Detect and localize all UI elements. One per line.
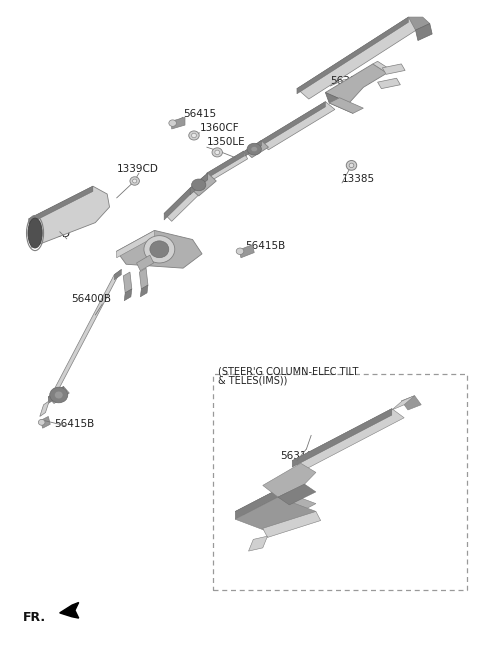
- Text: & TELES(IMS)): & TELES(IMS)): [218, 375, 287, 385]
- Polygon shape: [292, 409, 392, 467]
- Ellipse shape: [169, 120, 177, 127]
- Polygon shape: [373, 61, 392, 73]
- Polygon shape: [50, 270, 121, 397]
- Polygon shape: [245, 140, 268, 157]
- Polygon shape: [139, 268, 148, 289]
- Polygon shape: [190, 173, 208, 195]
- Text: 56415B: 56415B: [245, 241, 285, 251]
- Ellipse shape: [192, 133, 196, 138]
- Polygon shape: [29, 186, 109, 247]
- Text: 1339CD: 1339CD: [117, 165, 158, 174]
- Polygon shape: [190, 173, 216, 196]
- Polygon shape: [48, 386, 63, 403]
- Ellipse shape: [346, 161, 357, 171]
- Text: (STEER'G COLUMN-ELEC TILT: (STEER'G COLUMN-ELEC TILT: [218, 366, 358, 376]
- Polygon shape: [172, 117, 185, 129]
- Polygon shape: [48, 386, 69, 403]
- Text: 56310A: 56310A: [330, 76, 370, 86]
- Text: 56310A: 56310A: [280, 451, 321, 461]
- Polygon shape: [297, 17, 408, 94]
- Ellipse shape: [38, 419, 45, 425]
- Polygon shape: [325, 92, 353, 113]
- Polygon shape: [207, 151, 248, 181]
- Polygon shape: [259, 102, 325, 147]
- Ellipse shape: [150, 241, 169, 258]
- Polygon shape: [235, 497, 316, 533]
- Text: 13385: 13385: [342, 174, 375, 184]
- Polygon shape: [378, 78, 400, 89]
- Text: 56415: 56415: [183, 108, 216, 119]
- Polygon shape: [60, 602, 79, 618]
- Ellipse shape: [132, 179, 137, 183]
- Text: 1360CF: 1360CF: [200, 123, 240, 133]
- Polygon shape: [117, 230, 155, 258]
- Polygon shape: [329, 98, 363, 113]
- Polygon shape: [292, 409, 404, 470]
- Polygon shape: [297, 17, 420, 99]
- Text: 56415B: 56415B: [54, 419, 94, 429]
- Polygon shape: [235, 489, 316, 525]
- Polygon shape: [140, 285, 148, 297]
- Polygon shape: [123, 272, 132, 293]
- Polygon shape: [114, 270, 121, 280]
- Polygon shape: [29, 186, 93, 224]
- Ellipse shape: [212, 148, 222, 157]
- Polygon shape: [416, 24, 432, 41]
- Polygon shape: [263, 463, 316, 497]
- Ellipse shape: [55, 391, 63, 399]
- Ellipse shape: [130, 176, 139, 185]
- Text: 56400B: 56400B: [72, 294, 111, 304]
- Ellipse shape: [28, 218, 42, 248]
- Polygon shape: [137, 255, 154, 271]
- Text: 1350LE: 1350LE: [207, 137, 245, 147]
- Polygon shape: [401, 396, 421, 410]
- Polygon shape: [278, 484, 316, 505]
- Polygon shape: [392, 396, 415, 410]
- FancyBboxPatch shape: [213, 373, 467, 590]
- Polygon shape: [383, 64, 405, 74]
- Polygon shape: [239, 245, 254, 258]
- Polygon shape: [41, 417, 50, 428]
- Polygon shape: [408, 17, 430, 30]
- Polygon shape: [259, 102, 335, 150]
- Ellipse shape: [349, 163, 354, 168]
- Polygon shape: [124, 289, 132, 300]
- Text: FR.: FR.: [23, 611, 46, 624]
- Polygon shape: [164, 188, 191, 220]
- Polygon shape: [117, 230, 202, 268]
- Ellipse shape: [50, 387, 68, 403]
- Polygon shape: [235, 489, 278, 520]
- Ellipse shape: [144, 236, 175, 263]
- Ellipse shape: [236, 248, 244, 255]
- Ellipse shape: [189, 131, 199, 140]
- Polygon shape: [245, 140, 261, 156]
- Polygon shape: [40, 401, 49, 417]
- Polygon shape: [325, 64, 387, 103]
- Ellipse shape: [192, 179, 206, 191]
- Text: 56490D: 56490D: [29, 229, 70, 239]
- Polygon shape: [207, 151, 244, 178]
- Polygon shape: [249, 536, 267, 551]
- Ellipse shape: [247, 143, 261, 155]
- Ellipse shape: [251, 146, 258, 152]
- Polygon shape: [164, 188, 198, 221]
- Ellipse shape: [215, 150, 219, 155]
- Polygon shape: [263, 512, 321, 537]
